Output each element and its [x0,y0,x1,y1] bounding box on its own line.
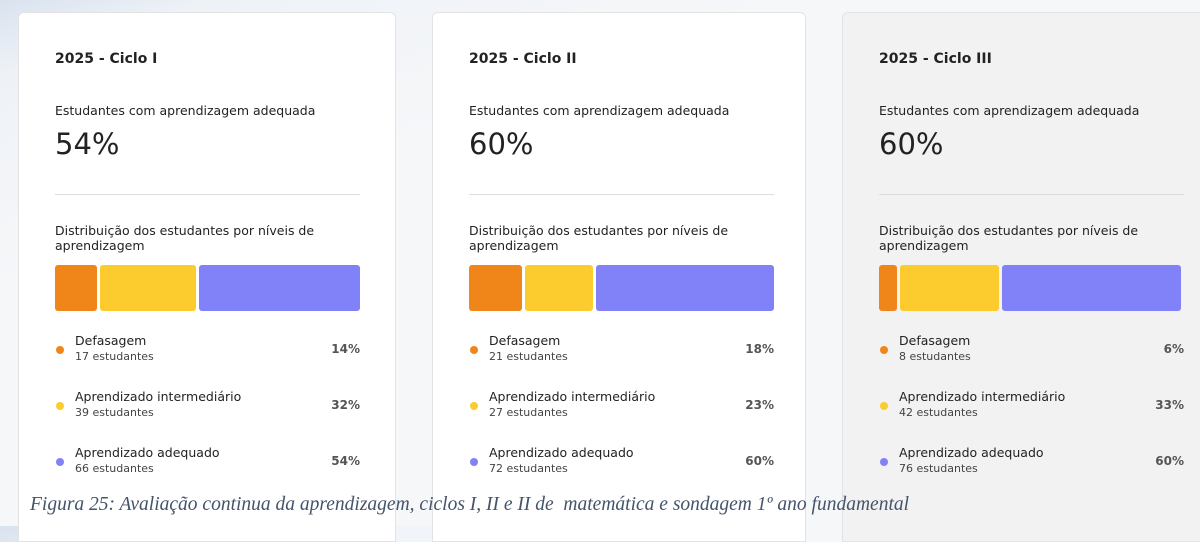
level-name: Aprendizado adequado [75,445,220,460]
legend-row: Defasagem 17 estudantes 14% [55,333,360,375]
level-name: Aprendizado adequado [899,445,1044,460]
caption: Figura 25: Avaliação continua da aprendi… [30,494,910,515]
divider [879,194,1184,195]
legend-dot [470,346,478,354]
level-count: 72 estudantes [489,462,568,475]
legend-row: Aprendizado intermediário 39 estudantes 32… [55,389,360,431]
legend-row: Aprendizado intermediário 27 estudantes 23… [469,389,774,431]
legend-row: Defasagem 8 estudantes 6% [879,333,1184,375]
legend-dot [880,402,888,410]
level-name: Aprendizado intermediário [489,389,656,404]
level-count: 42 estudantes [899,406,978,419]
bar-segment [899,265,999,311]
bar-segment [55,265,97,311]
legend-dot [56,346,64,354]
legend-dot [880,458,888,466]
level-count: 76 estudantes [899,462,978,475]
level-name: Aprendizado adequado [489,445,634,460]
stacked-bar [469,265,774,311]
level-name: Defasagem [489,333,561,348]
metric-value: 60% [879,127,944,161]
legend-row: Aprendizado adequado 72 estudantes 60% [469,445,774,487]
bar-segment [879,265,897,311]
level-percent: 32% [331,398,360,412]
metric-label: Estudantes com aprendizagem adequada [879,103,1140,118]
legend-row: Defasagem 21 estudantes 18% [469,333,774,375]
level-name: Defasagem [75,333,147,348]
level-count: 66 estudantes [75,462,154,475]
level-percent: 14% [331,342,360,356]
legend-row: Aprendizado adequado 76 estudantes 60% [879,445,1184,487]
stacked-bar [55,265,360,311]
level-percent: 60% [1155,454,1184,468]
metric-label: Estudantes com aprendizagem adequada [469,103,730,118]
level-percent: 6% [1163,342,1184,356]
distribution-label: Distribuição dos estudantes por níveis d… [55,223,315,253]
legend-dot [470,458,478,466]
legend-row: Aprendizado adequado 66 estudantes 54% [55,445,360,487]
card-title: 2025 - Ciclo I [55,51,158,67]
metric-label: Estudantes com aprendizagem adequada [55,103,316,118]
bar-segment [99,265,196,311]
distribution-label: Distribuição dos estudantes por níveis d… [469,223,729,253]
legend-dot [56,458,64,466]
legend-dot [56,402,64,410]
bar-segment [1001,265,1181,311]
level-count: 21 estudantes [489,350,568,363]
level-percent: 18% [745,342,774,356]
divider [55,194,360,195]
metric-value: 60% [469,127,534,161]
card: 2025 - Ciclo I Estudantes com aprendizage… [18,12,396,542]
level-name: Defasagem [899,333,971,348]
level-percent: 33% [1155,398,1184,412]
level-count: 27 estudantes [489,406,568,419]
level-count: 39 estudantes [75,406,154,419]
divider [469,194,774,195]
metric-value: 54% [55,127,120,161]
level-percent: 60% [745,454,774,468]
bar-segment [596,265,774,311]
stacked-bar [879,265,1184,311]
level-percent: 23% [745,398,774,412]
bar-segment [525,265,594,311]
bar-segment [469,265,523,311]
card-title: 2025 - Ciclo III [879,51,992,67]
legend-row: Aprendizado intermediário 42 estudantes 33… [879,389,1184,431]
level-name: Aprendizado intermediário [75,389,242,404]
level-percent: 54% [331,454,360,468]
legend-dot [470,402,478,410]
card: 2025 - Ciclo III Estudantes com aprendiza… [842,12,1200,542]
distribution-label: Distribuição dos estudantes por níveis d… [879,223,1139,253]
level-count: 8 estudantes [899,350,971,363]
level-name: Aprendizado intermediário [899,389,1066,404]
card: 2025 - Ciclo II Estudantes com aprendizag… [432,12,806,542]
card-title: 2025 - Ciclo II [469,51,577,67]
legend-dot [880,346,888,354]
level-count: 17 estudantes [75,350,154,363]
bar-segment [198,265,360,311]
